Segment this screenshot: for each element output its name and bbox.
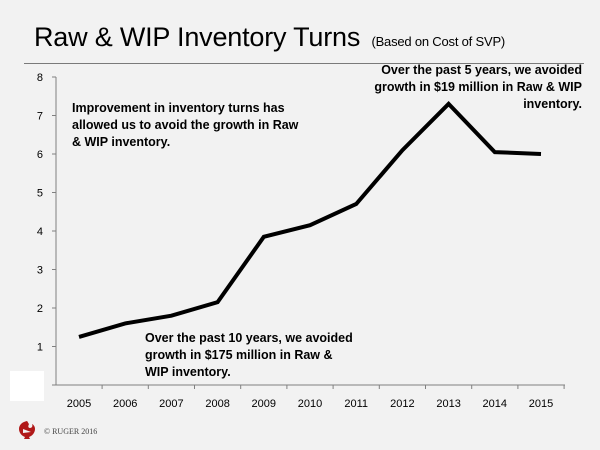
x-tick-label: 2006 bbox=[113, 398, 137, 410]
series-line bbox=[78, 101, 542, 339]
y-tick-label: 7 bbox=[37, 111, 43, 123]
copyright-text: © RUGER 2016 bbox=[44, 427, 98, 436]
x-tick-label: 2014 bbox=[483, 398, 507, 410]
slide-subtitle: (Based on Cost of SVP) bbox=[371, 34, 506, 49]
blank-box bbox=[10, 371, 44, 401]
annotation-right: Over the past 5 years, we avoided growth… bbox=[374, 63, 582, 111]
annotation-bottom: Over the past 10 years, we avoided growt… bbox=[145, 331, 353, 379]
slide-title: Raw & WIP Inventory Turns (Based on Cost… bbox=[34, 22, 505, 53]
x-tick-label: 2010 bbox=[298, 398, 322, 410]
x-tick-label: 2015 bbox=[529, 398, 553, 410]
y-tick-label: 6 bbox=[37, 149, 43, 161]
y-tick-label: 2 bbox=[37, 303, 43, 315]
title-divider bbox=[24, 63, 584, 64]
x-tick-label: 2005 bbox=[67, 398, 91, 410]
slide-title-main: Raw & WIP Inventory Turns bbox=[34, 22, 361, 52]
y-tick-label: 5 bbox=[37, 188, 43, 200]
y-tick-label: 8 bbox=[37, 72, 43, 84]
ruger-logo-icon bbox=[19, 421, 35, 439]
x-tick-label: 2012 bbox=[390, 398, 414, 410]
x-tick-label: 2008 bbox=[205, 398, 229, 410]
annotation-left: Improvement in inventory turns has allow… bbox=[72, 101, 299, 149]
y-tick-label: 1 bbox=[37, 342, 43, 354]
x-tick-label: 2009 bbox=[252, 398, 276, 410]
x-tick-label: 2013 bbox=[436, 398, 460, 410]
y-tick-label: 4 bbox=[37, 226, 43, 238]
y-tick-label: 3 bbox=[37, 265, 43, 277]
x-tick-label: 2011 bbox=[344, 398, 368, 410]
x-tick-label: 2007 bbox=[159, 398, 183, 410]
